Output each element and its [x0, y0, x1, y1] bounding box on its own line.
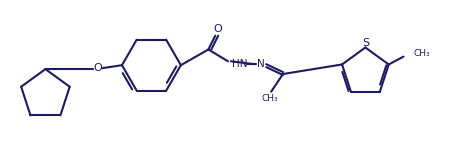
Text: HN: HN [232, 59, 247, 69]
Text: CH₃: CH₃ [262, 94, 278, 103]
Text: N: N [257, 59, 265, 69]
Text: CH₃: CH₃ [413, 49, 430, 58]
Text: S: S [362, 38, 369, 48]
Text: O: O [214, 24, 222, 34]
Text: O: O [93, 63, 102, 73]
